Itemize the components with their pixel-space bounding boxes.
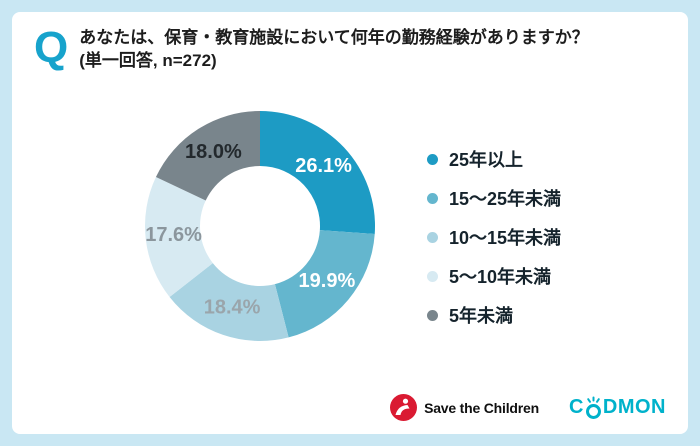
- codmon-o-icon: [585, 396, 601, 419]
- legend: 25年以上 15～25年未満 10～15年未満 5～10年未満 5年未満: [427, 146, 561, 341]
- question-subtitle: (単一回答, n=272): [79, 50, 217, 70]
- save-the-children-icon: [390, 394, 418, 421]
- donut-chart-wrap: 26.1% 19.9% 18.4% 17.6% 18.0%: [100, 66, 420, 386]
- card: Q あなたは、保育・教育施設において何年の勤務経験がありますか？ (単一回答, …: [12, 12, 688, 434]
- codmon-logo: C DMON: [569, 396, 666, 420]
- legend-item: 15～25年未満: [427, 185, 561, 211]
- question-q-icon: Q: [34, 23, 68, 72]
- question-block: Q あなたは、保育・教育施設において何年の勤務経験がありますか？ (単一回答, …: [34, 24, 666, 73]
- legend-dot: [427, 153, 438, 165]
- donut-segment-2: [169, 263, 289, 342]
- legend-dot: [427, 270, 438, 282]
- legend-dot: [427, 192, 438, 204]
- legend-item: 10～15年未満: [427, 224, 561, 250]
- question-text-block: あなたは、保育・教育施設において何年の勤務経験がありますか？ (単一回答, n=…: [79, 24, 589, 73]
- slice-label-0: 26.1%: [295, 155, 352, 177]
- donut-chart: 26.1% 19.9% 18.4% 17.6% 18.0%: [145, 110, 376, 342]
- legend-label: 15～25年未満: [449, 189, 562, 209]
- question-title: あなたは、保育・教育施設において何年の勤務経験がありますか？: [79, 28, 589, 47]
- legend-label: 25年以上: [449, 150, 524, 170]
- codmon-text-dmon: DMON: [602, 396, 666, 418]
- slice-label-3: 17.6%: [145, 224, 202, 246]
- donut-segment-1: [274, 230, 375, 338]
- legend-item: 5～10年未満: [427, 263, 561, 289]
- legend-item: 5年未満: [427, 302, 561, 328]
- slice-label-4: 18.0%: [185, 141, 242, 163]
- legend-label: 10～15年未満: [449, 228, 562, 248]
- footer-logos: Save the Children C DMON: [390, 394, 666, 421]
- codmon-o-group: [585, 396, 601, 419]
- legend-label: 5～10年未満: [449, 267, 552, 287]
- donut-segment-0: [260, 111, 376, 234]
- donut-segment-4: [155, 110, 260, 201]
- save-the-children-text: Save the Children: [424, 399, 539, 416]
- slice-label-2: 18.4%: [204, 297, 261, 319]
- legend-item: 25年以上: [427, 146, 561, 172]
- codmon-text-c: C: [568, 396, 584, 418]
- legend-dot: [427, 231, 438, 243]
- save-the-children-logo: Save the Children: [390, 394, 539, 421]
- slice-label-1: 19.9%: [299, 270, 356, 292]
- legend-label: 5年未満: [449, 306, 514, 326]
- legend-dot: [427, 309, 438, 321]
- donut-segment-3: [145, 177, 213, 298]
